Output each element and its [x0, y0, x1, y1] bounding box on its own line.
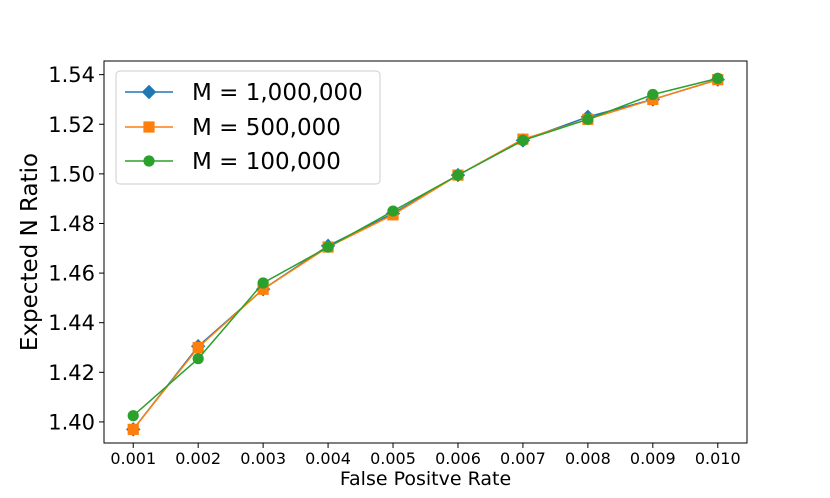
legend-entry-1: M = 500,000 [125, 115, 341, 141]
data-point-2-8 [647, 88, 659, 101]
series-2 [127, 72, 724, 422]
data-point-2-0 [127, 410, 139, 422]
x-tick-label-8: 0.009 [630, 449, 676, 468]
data-point-2-7 [582, 113, 594, 125]
y-tick-label-5: 1.50 [48, 162, 95, 186]
data-point-2-3 [322, 241, 334, 253]
data-point-2-1 [192, 353, 204, 365]
x-tick-label-0: 0.001 [110, 449, 156, 468]
legend-entry-0: M = 1,000,000 [125, 80, 363, 106]
data-point-2-4 [387, 205, 399, 217]
x-tick-label-9: 0.010 [695, 449, 741, 468]
y-tick-label-6: 1.52 [48, 113, 95, 137]
legend-label-1: M = 500,000 [192, 115, 341, 141]
axes-layer: 0.001 0.002 0.003 0.004 0.005 0.006 0.007 0.008… [48, 60, 748, 468]
legend-label-0: M = 1,000,000 [192, 80, 363, 106]
data-point-1-1 [192, 341, 204, 354]
x-axis-label: False Positve Rate [340, 468, 511, 490]
x-tick-label-3: 0.004 [305, 449, 351, 468]
data-point-1-0 [127, 423, 139, 435]
legend-entry-2: M = 100,000 [125, 149, 341, 175]
legend-label-2: M = 100,000 [192, 149, 341, 175]
data-point-2-9 [712, 72, 724, 84]
series-line-2 [132, 77, 718, 417]
x-tick-label-4: 0.005 [370, 449, 416, 468]
data-point-2-2 [257, 277, 269, 289]
y-axis-label: Expected N Ratio [17, 153, 43, 351]
x-tick-label-7: 0.008 [565, 449, 611, 468]
y-tick-label-3: 1.46 [48, 262, 95, 286]
axes-frame [103, 60, 748, 444]
legend-marker-0 [141, 84, 157, 100]
legend-marker-1 [143, 121, 155, 133]
data-point-1-2 [257, 283, 269, 295]
legend: M = 1,000,000 M = 500,000 M = 100,000 [115, 70, 381, 185]
x-tick-label-6: 0.007 [500, 449, 546, 468]
series-layer [126, 72, 725, 437]
y-tick-label-7: 1.54 [48, 63, 95, 87]
y-tick-label-4: 1.48 [48, 212, 95, 236]
data-point-2-6 [517, 134, 529, 146]
legend-marker-2 [143, 155, 155, 167]
x-tick-label-1: 0.002 [175, 449, 221, 468]
x-tick-label-2: 0.003 [240, 449, 286, 468]
series-line-1 [132, 78, 718, 430]
data-point-2-5 [452, 169, 464, 181]
y-tick-label-1: 1.42 [48, 361, 95, 385]
y-tick-label-2: 1.44 [48, 311, 95, 335]
x-tick-label-5: 0.006 [435, 449, 481, 468]
legend-box [115, 70, 381, 185]
y-tick-label-0: 1.40 [48, 410, 95, 434]
